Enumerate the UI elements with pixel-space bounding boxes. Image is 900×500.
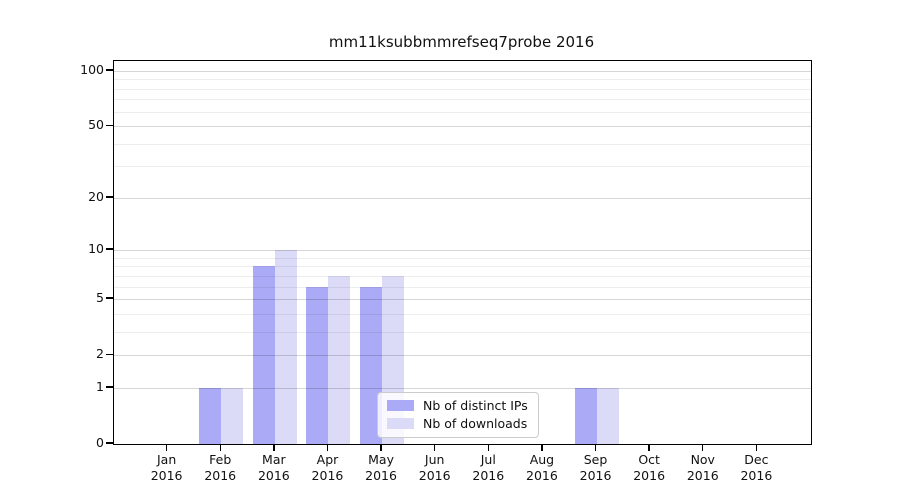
x-tick-jul xyxy=(487,444,489,451)
y-tick-100 xyxy=(106,69,113,71)
grid-layer xyxy=(114,61,811,444)
legend-swatch-distinct-ips xyxy=(387,400,414,411)
major-gridline-5 xyxy=(114,299,811,301)
y-tick-label-1: 1 xyxy=(96,378,104,394)
y-tick-label-2: 2 xyxy=(96,346,104,362)
y-tick-label-5: 5 xyxy=(96,290,104,306)
x-tick-label-may: May 2016 xyxy=(365,452,397,483)
legend-item-downloads: Nb of downloads xyxy=(387,416,528,431)
x-tick-jan xyxy=(165,444,168,451)
major-gridline-50 xyxy=(114,126,811,128)
major-gridline-20 xyxy=(114,197,811,199)
x-tick-apr xyxy=(326,444,329,451)
x-tick-label-nov: Nov 2016 xyxy=(686,452,719,483)
x-tick-dec xyxy=(755,444,758,451)
minor-gridline-40 xyxy=(114,143,811,145)
bar-mar-distinct-ips xyxy=(252,266,275,444)
bar-mar-downloads xyxy=(274,250,297,444)
bars-layer xyxy=(114,61,811,444)
chart-title: mm11ksubbmmrefseq7probe 2016 xyxy=(328,33,595,51)
x-tick-label-aug: Aug 2016 xyxy=(526,452,558,483)
minor-gridline-90 xyxy=(114,79,811,81)
bar-feb-downloads xyxy=(221,387,244,444)
y-tick-1 xyxy=(106,386,113,388)
x-tick-feb xyxy=(219,444,221,451)
x-tick-label-apr: Apr 2016 xyxy=(311,452,344,483)
bar-apr-distinct-ips xyxy=(306,286,329,444)
y-tick-2 xyxy=(106,353,113,355)
legend-label-downloads: Nb of downloads xyxy=(423,416,528,431)
minor-gridline-70 xyxy=(114,99,811,101)
x-tick-jun xyxy=(433,444,436,451)
x-tick-label-feb: Feb 2016 xyxy=(204,452,237,483)
y-tick-10 xyxy=(106,248,113,250)
y-tick-20 xyxy=(106,196,113,198)
minor-gridline-60 xyxy=(114,111,811,113)
minor-gridline-30 xyxy=(114,166,811,168)
minor-gridline-80 xyxy=(114,88,811,90)
y-tick-label-20: 20 xyxy=(88,188,104,204)
y-tick-label-0: 0 xyxy=(96,435,104,450)
x-tick-label-oct: Oct 2016 xyxy=(633,452,666,483)
x-tick-oct xyxy=(648,444,650,451)
minor-gridline-6 xyxy=(114,286,811,288)
x-tick-label-dec: Dec 2016 xyxy=(740,452,773,483)
x-tick-nov xyxy=(702,444,704,451)
y-tick-5 xyxy=(106,297,113,299)
x-tick-sep xyxy=(594,444,597,451)
y-tick-label-100: 100 xyxy=(80,61,104,77)
minor-gridline-7 xyxy=(114,275,811,277)
y-tick-0 xyxy=(106,442,113,444)
minor-gridline-9 xyxy=(114,257,811,259)
bar-apr-downloads xyxy=(328,275,351,444)
major-gridline-100 xyxy=(114,70,811,72)
x-tick-label-jan: Jan 2016 xyxy=(150,452,183,483)
legend: Nb of distinct IPs Nb of downloads xyxy=(377,392,539,438)
bar-sep-distinct-ips xyxy=(574,387,597,444)
x-tick-label-sep: Sep 2016 xyxy=(579,452,612,483)
y-tick-50 xyxy=(106,124,113,126)
legend-label-distinct-ips: Nb of distinct IPs xyxy=(423,398,528,413)
x-tick-label-mar: Mar 2016 xyxy=(257,452,290,483)
minor-gridline-3 xyxy=(114,331,811,333)
legend-item-distinct-ips: Nb of distinct IPs xyxy=(387,398,528,413)
major-gridline-1 xyxy=(114,387,811,389)
x-tick-aug xyxy=(541,444,543,451)
bar-may-distinct-ips xyxy=(360,286,383,444)
x-tick-mar xyxy=(273,444,275,451)
bar-feb-distinct-ips xyxy=(199,387,222,444)
plot-area: Nb of distinct IPs Nb of downloads xyxy=(113,60,812,445)
minor-gridline-8 xyxy=(114,266,811,268)
x-tick-may xyxy=(380,444,382,451)
x-tick-label-jul: Jul 2016 xyxy=(472,452,505,483)
legend-swatch-downloads xyxy=(387,418,414,429)
bar-sep-downloads xyxy=(596,387,619,444)
minor-gridline-4 xyxy=(114,313,811,315)
x-tick-label-jun: Jun 2016 xyxy=(418,452,451,483)
y-tick-label-50: 50 xyxy=(88,117,104,133)
major-gridline-10 xyxy=(114,250,811,252)
major-gridline-2 xyxy=(114,355,811,357)
y-tick-label-10: 10 xyxy=(88,241,104,257)
